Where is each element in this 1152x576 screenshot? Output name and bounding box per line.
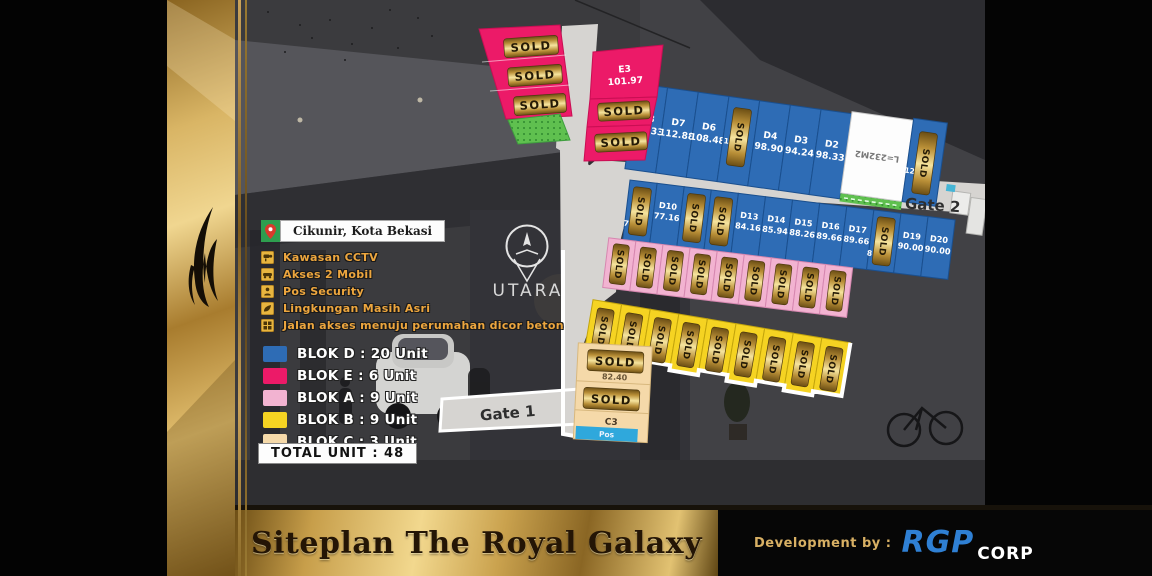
legend-label: BLOK B : 9 Unit xyxy=(297,412,418,428)
gold-side-panel xyxy=(167,0,235,576)
gold-divider-line xyxy=(238,0,241,576)
cctv-icon xyxy=(261,251,274,264)
gold-divider-line xyxy=(245,0,247,576)
right-black-margin xyxy=(985,0,1152,576)
legend-label: BLOK E : 6 Unit xyxy=(297,368,417,384)
feature-label: Lingkungan Masih Asri xyxy=(283,302,431,315)
legend-item: BLOK E : 6 Unit xyxy=(263,368,428,384)
legend-item: BLOK A : 9 Unit xyxy=(263,390,428,406)
feature-item: Kawasan CCTV xyxy=(261,251,564,264)
legend-item: BLOK D : 20 Unit xyxy=(263,346,428,362)
legend-swatch-blok-d xyxy=(263,346,287,362)
legend-item: BLOK B : 9 Unit xyxy=(263,412,428,428)
map-pin-icon xyxy=(261,220,280,242)
feature-label: Jalan akses menuju perumahan dicor beton xyxy=(283,319,564,332)
feature-label: Pos Security xyxy=(283,285,364,298)
legend-label: BLOK A : 9 Unit xyxy=(297,390,418,406)
compass-label: UTARA xyxy=(492,281,564,301)
feature-item: Lingkungan Masih Asri xyxy=(261,302,564,315)
feature-label: Akses 2 Mobil xyxy=(283,268,373,281)
feature-label: Kawasan CCTV xyxy=(283,251,378,264)
developer-prefix: Development by : xyxy=(754,535,892,551)
left-black-margin xyxy=(0,0,167,576)
developer-bar: Development by : RGP CORP xyxy=(718,505,1152,576)
security-icon xyxy=(261,285,274,298)
title-bar: Siteplan The Royal Galaxy xyxy=(235,505,718,576)
concrete-road-icon xyxy=(261,319,274,332)
legend-swatch-blok-b xyxy=(263,412,287,428)
environment-icon xyxy=(261,302,274,315)
poster-title: Siteplan The Royal Galaxy xyxy=(250,525,703,561)
feature-item: Akses 2 Mobil xyxy=(261,268,564,281)
location-label: Cikunir, Kota Bekasi xyxy=(280,220,446,242)
developer-logo-suffix: CORP xyxy=(977,544,1034,564)
legend-swatch-blok-e xyxy=(263,368,287,384)
legend-total: TOTAL UNIT : 48 xyxy=(258,443,418,464)
legend-swatch-blok-a xyxy=(263,390,287,406)
legend-label: BLOK D : 20 Unit xyxy=(297,346,428,362)
brand-logo xyxy=(188,207,218,307)
block-legend: BLOK D : 20 Unit BLOK E : 6 Unit BLOK A … xyxy=(263,346,428,450)
car-access-icon xyxy=(261,268,274,281)
feature-item: Jalan akses menuju perumahan dicor beton xyxy=(261,319,564,332)
location-badge: Cikunir, Kota Bekasi xyxy=(261,220,446,242)
developer-logo: RGP xyxy=(901,525,975,560)
